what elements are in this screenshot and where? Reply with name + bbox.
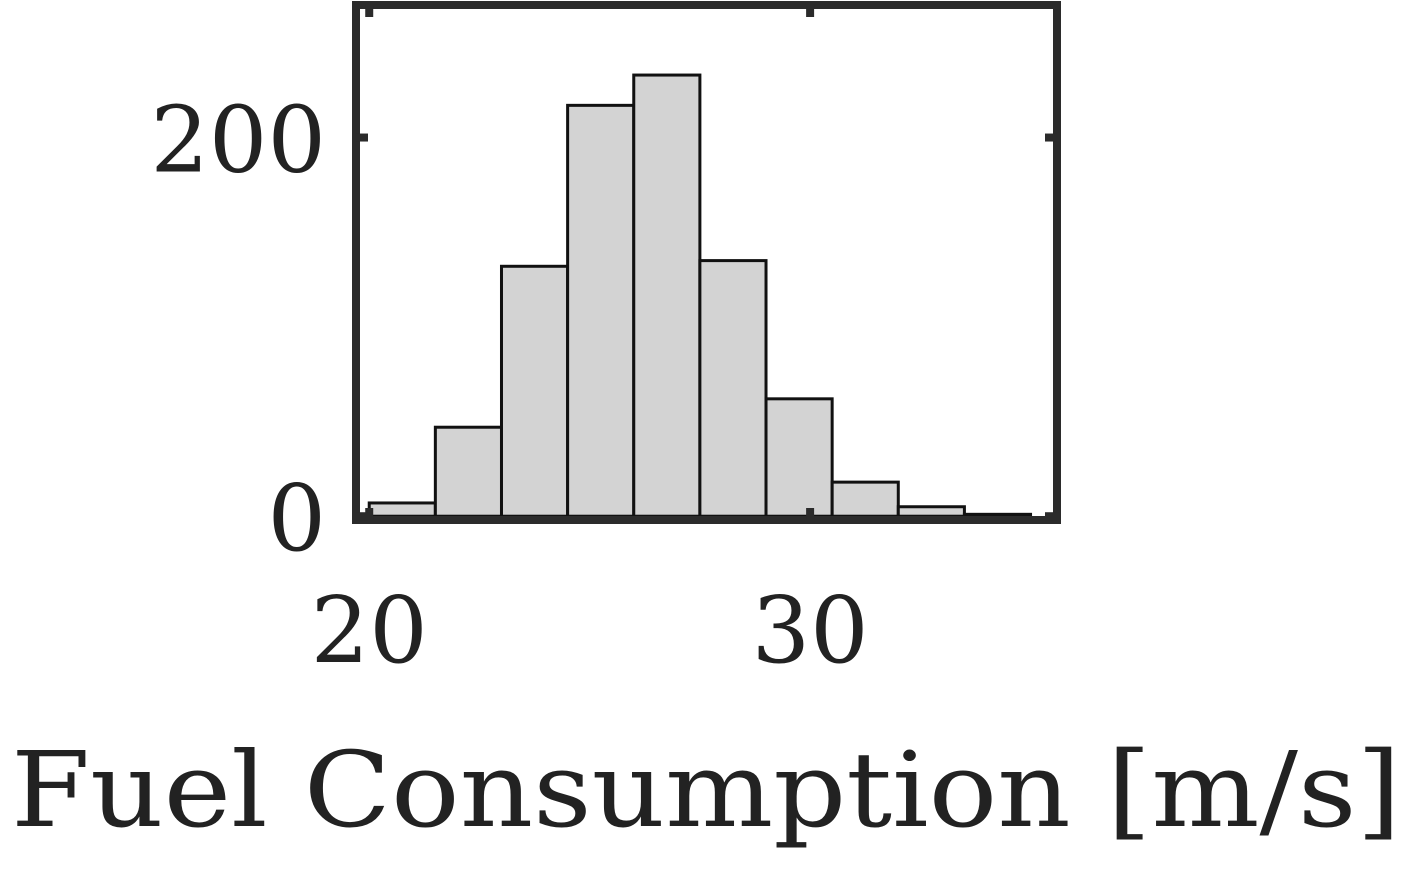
histogram-bar <box>962 512 1033 518</box>
histogram-bar <box>566 103 636 518</box>
y-tick-label: 200 <box>150 87 326 194</box>
tick-labels: 20 30 0 200 <box>150 87 868 684</box>
histogram-bar <box>830 480 900 518</box>
x-tick-label: 20 <box>311 577 428 684</box>
axes-frame <box>352 1 1061 524</box>
bars-layer <box>367 73 1033 518</box>
histogram-bar <box>764 397 834 518</box>
histogram-bar <box>499 264 570 518</box>
histogram-bar <box>433 425 503 518</box>
histogram-bar <box>896 505 966 518</box>
x-tick-label: 30 <box>752 577 869 684</box>
x-axis-title: Fuel Consumption [m/s] <box>11 729 1401 851</box>
histogram-bar <box>698 259 768 518</box>
tick-marks <box>356 5 1057 521</box>
histogram-bar <box>632 73 702 518</box>
y-tick-label: 0 <box>267 465 326 572</box>
histogram-bar <box>367 501 437 518</box>
